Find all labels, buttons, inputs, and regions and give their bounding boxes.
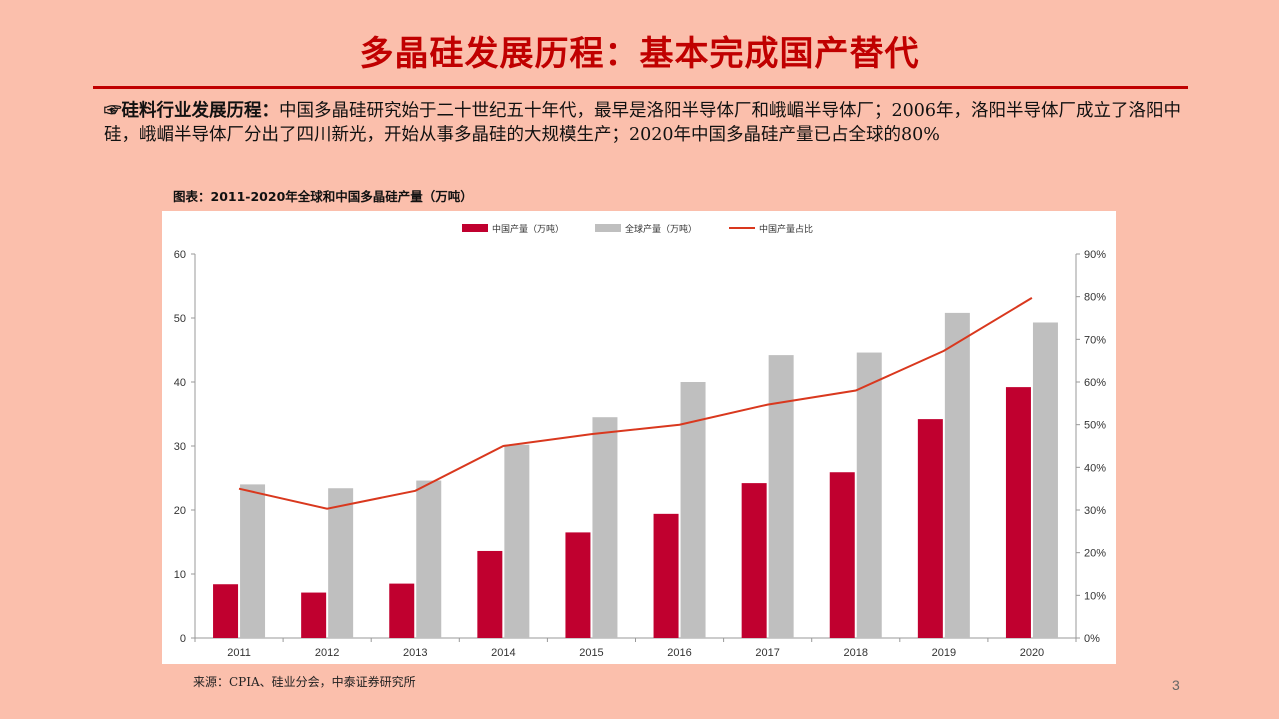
x-tick-label: 2013	[403, 647, 427, 659]
global-production-bar	[416, 480, 442, 638]
x-tick-label: 2015	[579, 647, 603, 659]
x-tick-label: 2016	[667, 647, 691, 659]
china-production-bar	[389, 583, 415, 638]
china-production-bar	[829, 472, 855, 638]
y-left-tick-label: 20	[174, 505, 186, 517]
global-production-bar	[328, 488, 354, 638]
x-tick-label: 2017	[755, 647, 779, 659]
y-left-tick-label: 50	[174, 313, 186, 325]
intro-text: 中国多晶硅研究始于二十世纪五十年代，最早是洛阳半导体厂和峨嵋半导体厂；2006年…	[104, 101, 1182, 145]
china-production-bar	[477, 550, 503, 638]
x-tick-label: 2020	[1020, 647, 1044, 659]
y-right-tick-label: 60%	[1084, 377, 1106, 389]
y-right-tick-label: 70%	[1084, 334, 1106, 346]
y-left-tick-label: 40	[174, 377, 186, 389]
intro-paragraph: ☞硅料行业发展历程：中国多晶硅研究始于二十世纪五十年代，最早是洛阳半导体厂和峨嵋…	[104, 99, 1194, 147]
china-production-bar	[565, 532, 591, 638]
y-right-tick-label: 90%	[1084, 249, 1106, 261]
y-right-tick-label: 10%	[1084, 590, 1106, 602]
x-tick-label: 2014	[491, 647, 515, 659]
china-production-bar	[917, 419, 943, 638]
china-production-bar	[213, 584, 239, 638]
global-production-bar	[240, 484, 266, 638]
china-production-bar	[1005, 387, 1031, 638]
title-divider	[93, 86, 1188, 89]
y-right-tick-label: 80%	[1084, 292, 1106, 304]
y-left-tick-label: 0	[180, 633, 186, 645]
legend-swatch-global	[595, 224, 621, 232]
y-left-tick-label: 60	[174, 249, 186, 261]
source-note: 来源：CPIA、硅业分会，中泰证券研究所	[193, 675, 416, 689]
y-right-tick-label: 50%	[1084, 420, 1106, 432]
global-production-bar	[504, 444, 530, 638]
global-production-bar	[944, 312, 970, 638]
chart-caption: 图表：2011-2020年全球和中国多晶硅产量（万吨）	[173, 189, 473, 204]
x-tick-label: 2019	[932, 647, 956, 659]
legend-label-china: 中国产量（万吨）	[492, 223, 564, 235]
legend-swatch-china	[462, 224, 488, 232]
slide-title: 多晶硅发展历程：基本完成国产替代	[359, 34, 920, 74]
x-tick-label: 2018	[844, 647, 868, 659]
x-tick-label: 2011	[227, 647, 251, 659]
y-right-tick-label: 20%	[1084, 548, 1106, 560]
global-production-bar	[768, 355, 794, 638]
legend-label-share: 中国产量占比	[759, 223, 813, 235]
global-production-bar	[1032, 322, 1058, 638]
global-production-bar	[592, 417, 618, 638]
legend-label-global: 全球产量（万吨）	[625, 223, 697, 235]
china-share-line	[238, 297, 1033, 510]
y-right-tick-label: 40%	[1084, 462, 1106, 474]
y-left-tick-label: 30	[174, 441, 186, 453]
china-production-bar	[301, 592, 327, 638]
global-production-bar	[856, 352, 882, 638]
global-production-bar	[680, 382, 706, 638]
y-right-tick-label: 30%	[1084, 505, 1106, 517]
china-production-bar	[741, 483, 767, 638]
chart-panel: 0 10 20 30 40 50 60 0% 10% 20% 30% 40% 50% 60% 70% 80% 9…	[162, 211, 1116, 664]
y-right-tick-label: 0%	[1084, 633, 1100, 645]
x-tick-label: 2012	[315, 647, 339, 659]
intro-lead: ☞硅料行业发展历程：	[104, 101, 279, 121]
production-chart: 0 10 20 30 40 50 60 0% 10% 20% 30% 40% 50% 60% 70% 80% 9…	[174, 223, 1106, 659]
y-left-tick-label: 10	[174, 569, 186, 581]
page-number: 3	[1172, 677, 1180, 693]
china-production-bar	[653, 513, 679, 638]
